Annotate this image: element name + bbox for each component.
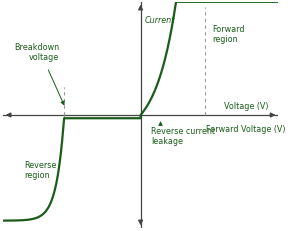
Text: Forward
region: Forward region [213,25,245,44]
Text: Voltage (V): Voltage (V) [224,102,269,111]
Text: Reverse current
leakage: Reverse current leakage [151,126,215,145]
Text: Breakdown
voltage: Breakdown voltage [14,43,59,62]
Text: Reverse
region: Reverse region [24,160,57,179]
Text: Forward Voltage (V): Forward Voltage (V) [206,125,286,134]
Text: Current: Current [144,16,175,25]
